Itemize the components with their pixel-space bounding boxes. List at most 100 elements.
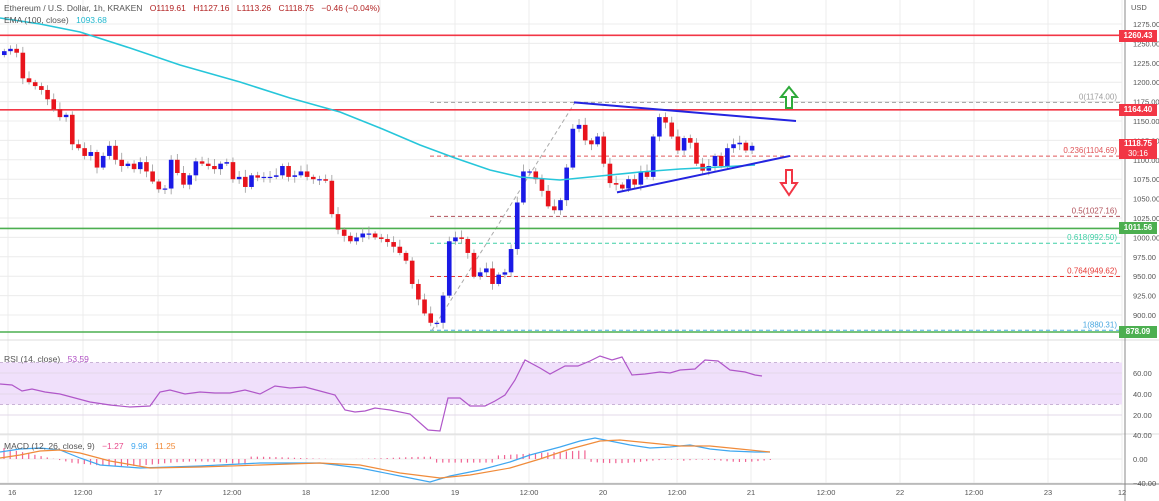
candle-body [113,145,118,160]
candle-body [620,184,625,189]
time-axis-label: 12:00 [371,488,390,497]
rsi-legend: RSI (14, close) 53.59 [4,354,94,364]
candle-body [107,145,112,156]
candle-body [694,142,699,164]
candle-body [749,145,755,151]
candle-body [286,166,291,177]
ema-label: EMA (100, close) [4,15,69,25]
candle-body [360,233,366,238]
time-axis-label: 23 [1044,488,1052,497]
candle-body [317,179,322,181]
candle-body [657,117,662,137]
candle-body [45,89,50,100]
candle-body [323,179,328,181]
candle-body [508,249,514,273]
price-axis-tick: 975.00 [1133,253,1156,262]
fib-level-label: 0.618(992.50) [1067,233,1117,242]
macd-line [0,437,770,483]
candle-body [558,200,563,211]
candle-body [137,162,143,170]
candle-body [82,148,87,156]
last-price-value: 1118.75 [1123,139,1153,148]
candle-body [416,283,421,300]
candle-body [428,313,434,323]
candle-body [533,171,539,180]
candle-body [601,136,607,164]
candle-body [465,238,471,253]
candle-body [51,99,57,110]
candle-body [687,138,693,143]
candle-body [335,214,341,230]
candle-body [737,142,743,145]
candle-body [249,175,254,187]
candle-body [403,252,409,261]
candle-body [564,167,569,201]
resistance-tag-2: 1164.40 [1119,104,1157,116]
candle-body [329,180,335,215]
candle-body [675,136,681,151]
candle-body [446,241,452,296]
candle-body [496,274,501,284]
candle-body [304,171,310,177]
candle-body [298,171,304,176]
candle-body [212,166,217,170]
macd-axis-tick: 0.00 [1133,455,1148,464]
time-axis-label: 18 [302,488,310,497]
rsi-band [0,362,1122,405]
candle-body [162,188,168,190]
candle-body [638,171,644,185]
fib-level-label: 1(880.31) [1083,320,1118,329]
macd-line-value: 9.98 [130,441,148,451]
candle-body [582,124,588,141]
currency-label: USD [1131,3,1147,12]
candle-body [743,142,749,151]
time-axis-label: 17 [154,488,162,497]
candle-body [366,233,372,235]
candle-body [181,172,186,185]
macd-axis-tick: −40.00 [1133,479,1156,488]
candle-body [39,86,44,90]
candle-body [273,175,279,177]
candle-body [514,202,520,250]
candle-body [718,155,724,167]
candle-body [8,48,13,52]
candle-body [187,175,192,185]
candle-body [125,163,131,167]
triangle-lower-trendline [616,154,791,194]
candle-body [63,114,69,118]
candle-body [193,161,199,176]
candle-body [422,299,427,314]
candle-body [94,152,100,168]
candle-body [681,138,687,151]
candle-body [731,144,736,149]
time-axis-label: 12:00 [965,488,984,497]
candle-body [453,237,458,242]
candle-body [230,162,236,180]
candle-body [539,179,545,191]
candle-body [725,148,730,167]
candle-body [199,161,205,164]
price-axis-tick: 1275.00 [1133,20,1159,29]
price-axis-tick: 1025.00 [1133,214,1159,223]
last-price-tag: 1118.75 30:16 [1119,139,1157,159]
candle-body [26,78,32,83]
price-axis-tick: 1075.00 [1133,175,1159,184]
candle-body [378,237,384,239]
price-axis-tick: 925.00 [1133,292,1156,301]
candle-body [570,128,576,168]
candle-body [613,183,619,185]
candle-body [243,176,248,187]
candle-body [224,162,230,164]
time-axis-label: 20 [599,488,607,497]
candle-body [348,235,353,242]
candle-body [354,237,359,242]
candle-body [712,155,718,167]
candle-body [14,48,19,53]
rsi-label: RSI (14, close) [4,354,61,364]
rsi-axis-tick: 40.00 [1133,390,1152,399]
ema-legend: EMA (100, close) 1093.68 [4,15,112,25]
candle-body [595,136,600,145]
